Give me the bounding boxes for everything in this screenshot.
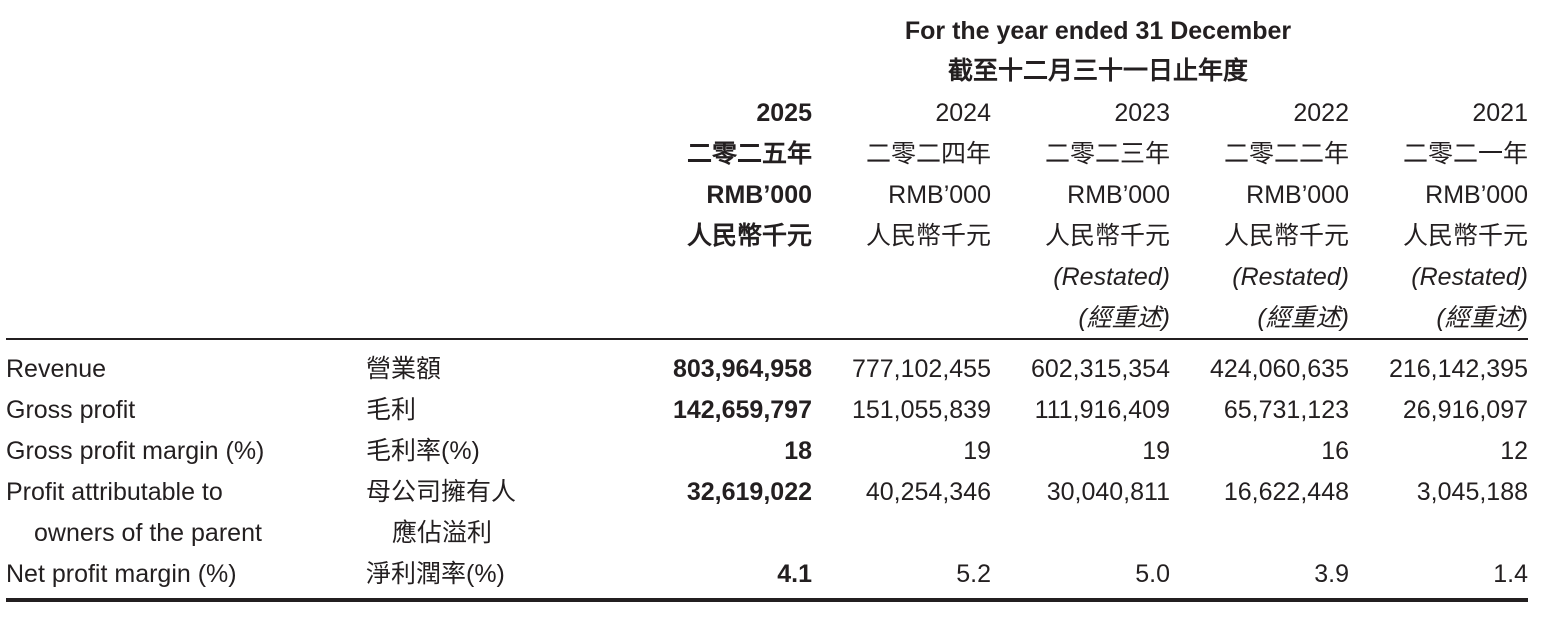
cell-gross-margin-2025: 18 (784, 437, 812, 465)
col-year-2025: 2025 (756, 99, 812, 127)
col-year-zh-2023: 二零二三年 (1044, 140, 1170, 168)
cell-profit-attributable-2021: 3,045,188 (1416, 478, 1528, 506)
row-label-zh-net-margin: 淨利潤率(%) (366, 560, 505, 588)
cell-net-margin-2021: 1.4 (1493, 560, 1528, 588)
row-label-zh-gross-profit: 毛利 (366, 396, 417, 424)
col-unit-zh-2024: 人民幣千元 (865, 222, 991, 250)
col-unit-2025: RMB’000 (706, 181, 812, 209)
cell-profit-attributable-2023: 30,040,811 (1046, 478, 1170, 506)
col-restated-zh-2022: (經重述) (1257, 304, 1349, 332)
row-label-zh-profit-attributable-line2: 應佔溢利 (392, 519, 493, 547)
col-unit-2024: RMB’000 (888, 181, 991, 209)
cell-revenue-2021: 216,142,395 (1388, 355, 1528, 383)
row-label-gross-margin: Gross profit margin (%) (6, 437, 265, 465)
col-year-2024: 2024 (935, 99, 991, 127)
cell-gross-profit-2025: 142,659,797 (672, 396, 812, 424)
cell-profit-attributable-2024: 40,254,346 (865, 478, 991, 506)
cell-revenue-2022: 424,060,635 (1209, 355, 1349, 383)
row-label-profit-attributable-line2: owners of the parent (34, 519, 262, 547)
col-unit-zh-2023: 人民幣千元 (1044, 222, 1170, 250)
col-unit-2023: RMB’000 (1067, 181, 1170, 209)
cell-net-margin-2023: 5.0 (1135, 560, 1170, 588)
cell-profit-attributable-2022: 16,622,448 (1223, 478, 1349, 506)
col-year-2021: 2021 (1472, 99, 1528, 127)
col-restated-zh-2021: (經重述) (1436, 304, 1528, 332)
col-restated-zh-2023: (經重述) (1078, 304, 1170, 332)
col-year-zh-2024: 二零二四年 (865, 140, 991, 168)
col-unit-2022: RMB’000 (1246, 181, 1349, 209)
col-unit-2021: RMB’000 (1425, 181, 1528, 209)
col-year-zh-2021: 二零二一年 (1402, 140, 1528, 168)
col-year-2023: 2023 (1114, 99, 1170, 127)
col-unit-zh-2022: 人民幣千元 (1223, 222, 1349, 250)
table-bottom-rule (6, 598, 1528, 602)
cell-gross-profit-2022: 65,731,123 (1223, 396, 1349, 424)
col-year-2022: 2022 (1293, 99, 1349, 127)
header-divider (6, 338, 1528, 340)
cell-profit-attributable-2025: 32,619,022 (686, 478, 812, 506)
row-label-net-margin: Net profit margin (%) (6, 560, 237, 588)
cell-gross-margin-2022: 16 (1321, 437, 1349, 465)
row-label-gross-profit: Gross profit (6, 396, 136, 424)
row-label-revenue: Revenue (6, 355, 107, 383)
col-restated-2023: (Restated) (1053, 263, 1170, 291)
cell-gross-profit-2021: 26,916,097 (1402, 396, 1528, 424)
cell-gross-margin-2021: 12 (1500, 437, 1528, 465)
cell-gross-profit-2024: 151,055,839 (851, 396, 991, 424)
col-year-zh-2022: 二零二二年 (1223, 140, 1349, 168)
cell-net-margin-2025: 4.1 (777, 560, 812, 588)
col-restated-2021: (Restated) (1411, 263, 1528, 291)
col-unit-zh-2021: 人民幣千元 (1402, 222, 1528, 250)
col-year-zh-2025: 二零二五年 (686, 140, 812, 168)
row-label-zh-revenue: 營業額 (366, 355, 442, 383)
period-heading-en: For the year ended 31 December (904, 17, 1292, 45)
row-label-profit-attributable: Profit attributable to (6, 478, 223, 506)
row-label-zh-gross-margin: 毛利率(%) (366, 437, 480, 465)
cell-gross-margin-2024: 19 (963, 437, 991, 465)
cell-revenue-2025: 803,964,958 (672, 355, 812, 383)
cell-net-margin-2024: 5.2 (956, 560, 991, 588)
cell-revenue-2023: 602,315,354 (1030, 355, 1170, 383)
cell-gross-profit-2023: 111,916,409 (1034, 396, 1170, 424)
cell-gross-margin-2023: 19 (1142, 437, 1170, 465)
cell-net-margin-2022: 3.9 (1314, 560, 1349, 588)
cell-revenue-2024: 777,102,455 (851, 355, 991, 383)
row-label-zh-profit-attributable: 母公司擁有人 (366, 478, 517, 506)
col-restated-2022: (Restated) (1232, 263, 1349, 291)
period-heading-zh: 截至十二月三十一日止年度 (947, 57, 1248, 85)
col-unit-zh-2025: 人民幣千元 (686, 222, 812, 250)
